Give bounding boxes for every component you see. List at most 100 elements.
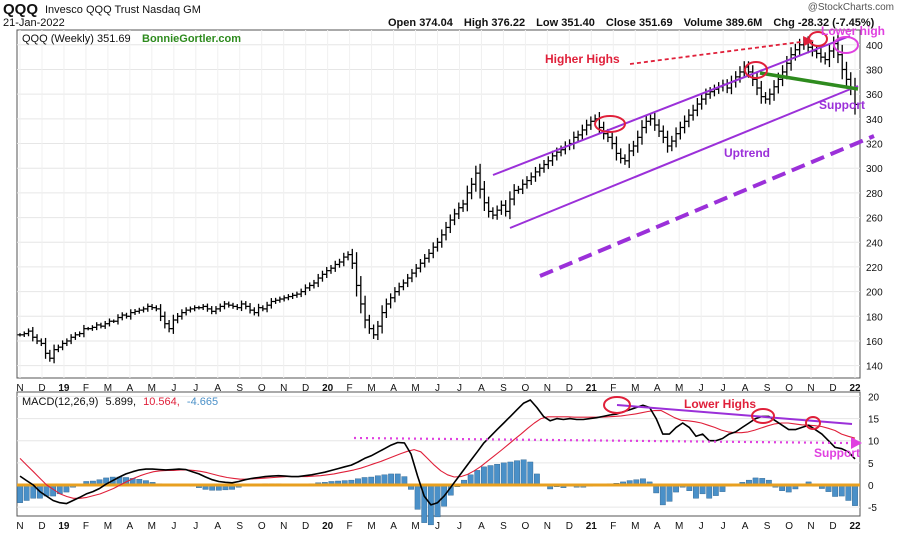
macd-histogram-bar [514, 460, 520, 486]
macd-x-tick-label: 19 [58, 521, 70, 532]
price-x-tick-label: A [390, 383, 397, 394]
macd-histogram-bar [388, 473, 394, 486]
price-x-tick-label: O [785, 383, 793, 394]
close-label: Close [605, 17, 636, 29]
price-annotations: Higher Highs Lower high Uptrend Support [492, 24, 885, 278]
macd-title-name: MACD(12,26,9) [22, 396, 98, 408]
macd-title: MACD(12,26,9) 5.899, 10.564, -4.665 [22, 396, 218, 408]
price-x-tick-label: D [566, 383, 573, 394]
price-y-tick-label: 160 [866, 337, 883, 348]
open-value: 374.04 [419, 17, 453, 29]
macd-x-tick-label: N [280, 521, 287, 532]
price-y-tick-label: 320 [866, 140, 883, 151]
macd-histogram-bar [23, 484, 30, 501]
price-y-tick-label: 340 [866, 115, 883, 126]
price-x-tick-label: F [83, 383, 89, 394]
macd-x-tick-label: M [148, 521, 156, 532]
macd-histogram-bar [534, 473, 540, 486]
macd-x-tick-label: M [675, 521, 683, 532]
price-x-tick-label: 22 [849, 383, 861, 394]
macd-x-tick-label: M [411, 521, 419, 532]
macd-x-tick-label: J [721, 521, 726, 532]
macd-x-tick-label: A [742, 521, 749, 532]
macd-histogram-bar [832, 484, 839, 497]
price-support-label: Support [819, 98, 865, 112]
macd-x-tick-label: J [699, 521, 704, 532]
macd-x-tick-label: 21 [586, 521, 598, 532]
macd-x-axis: N D 19 F M A M J J A S O N D 20 F M A M J J A S O N D 21 F M A M J J A S O N… [16, 521, 861, 532]
macd-x-tick-label: O [785, 521, 793, 532]
green-neckline [759, 71, 859, 91]
macd-annotations: Lower Highs Support [353, 396, 862, 460]
price-y-axis: 140 160 180 200 220 240 260 280 300 320 340 360 380 4… [866, 41, 883, 373]
price-y-tick-label: 200 [866, 288, 883, 299]
macd-x-tick-label: M [367, 521, 375, 532]
macd-x-tick-label: A [214, 521, 221, 532]
price-x-tick-label: N [544, 383, 551, 394]
macd-histogram-bar [494, 463, 501, 486]
macd-support-label: Support [814, 446, 860, 460]
price-x-tick-label: A [742, 383, 749, 394]
macd-histogram-bar [659, 484, 666, 506]
price-x-axis: N D 19 F M A M J J A S O N D 20 F M A M J J A S O N D 21 F M A M J J A S O N… [16, 383, 861, 394]
macd-x-tick-label: N [16, 521, 23, 532]
macd-x-tick-label: J [457, 521, 462, 532]
price-x-tick-label: N [807, 383, 814, 394]
macd-histogram-bar [706, 484, 713, 499]
price-y-tick-label: 180 [866, 312, 883, 323]
price-x-tick-label: A [127, 383, 134, 394]
uptrend-label: Uptrend [724, 146, 770, 160]
macd-histogram-bar [520, 459, 527, 486]
macd-x-tick-label: O [258, 521, 266, 532]
price-grid [17, 30, 860, 378]
macd-x-tick-label: D [829, 521, 836, 532]
price-x-tick-label: N [16, 383, 23, 394]
close-value: 351.69 [638, 17, 673, 29]
ohlc-readout: Open 374.04 High 376.22 Low 351.40 Close… [388, 17, 882, 29]
open-label: Open [388, 17, 417, 29]
macd-y-tick-label: 15 [868, 415, 880, 426]
symbol: QQQ [3, 1, 39, 18]
peak-circle-2 [744, 61, 768, 79]
price-x-tick-label: J [699, 383, 704, 394]
macd-x-tick-label: N [807, 521, 814, 532]
price-x-tick-label: S [236, 383, 243, 394]
macd-support-arrow-head [851, 437, 862, 449]
macd-x-tick-label: J [435, 521, 440, 532]
macd-x-tick-label: A [654, 521, 661, 532]
chart-header: QQQ Invesco QQQ Trust Nasdaq GM @StockCh… [0, 0, 900, 30]
price-x-tick-label: M [411, 383, 419, 394]
macd-x-tick-label: S [500, 521, 507, 532]
macd-histogram-bar [666, 484, 673, 502]
higher-highs-arrow [629, 40, 809, 65]
macd-x-tick-label: O [522, 521, 530, 532]
macd-x-tick-label: A [390, 521, 397, 532]
price-y-tick-label: 300 [866, 164, 883, 175]
price-y-tick-label: 220 [866, 263, 883, 274]
macd-title-signal: 10.564, [143, 396, 180, 408]
macd-lower-highs-line [616, 404, 853, 425]
price-y-tick-label: 260 [866, 214, 883, 225]
macd-x-tick-label: 20 [322, 521, 334, 532]
macd-x-tick-label: N [544, 521, 551, 532]
price-x-tick-label: J [193, 383, 198, 394]
price-x-tick-label: J [721, 383, 726, 394]
macd-panel: Lower Highs Support MACD(12,26,9) 5.899,… [16, 391, 880, 532]
high-value: 376.22 [491, 17, 526, 29]
macd-histogram-bar [394, 473, 401, 486]
chart-date: 21-Jan-2022 [3, 17, 65, 29]
price-x-tick-label: M [367, 383, 375, 394]
price-x-tick-label: 20 [322, 383, 334, 394]
macd-title-hist: -4.665 [187, 396, 218, 408]
price-x-tick-label: M [104, 383, 112, 394]
price-y-tick-label: 240 [866, 238, 883, 249]
macd-histogram-bar [487, 465, 494, 486]
macd-histogram-bar [693, 484, 699, 499]
price-x-tick-label: A [478, 383, 485, 394]
macd-support-dotted-line [353, 436, 849, 445]
macd-x-tick-label: A [478, 521, 485, 532]
macd-histogram-bar [527, 461, 534, 486]
price-frame [16, 29, 861, 379]
macd-circle-2 [751, 408, 775, 424]
